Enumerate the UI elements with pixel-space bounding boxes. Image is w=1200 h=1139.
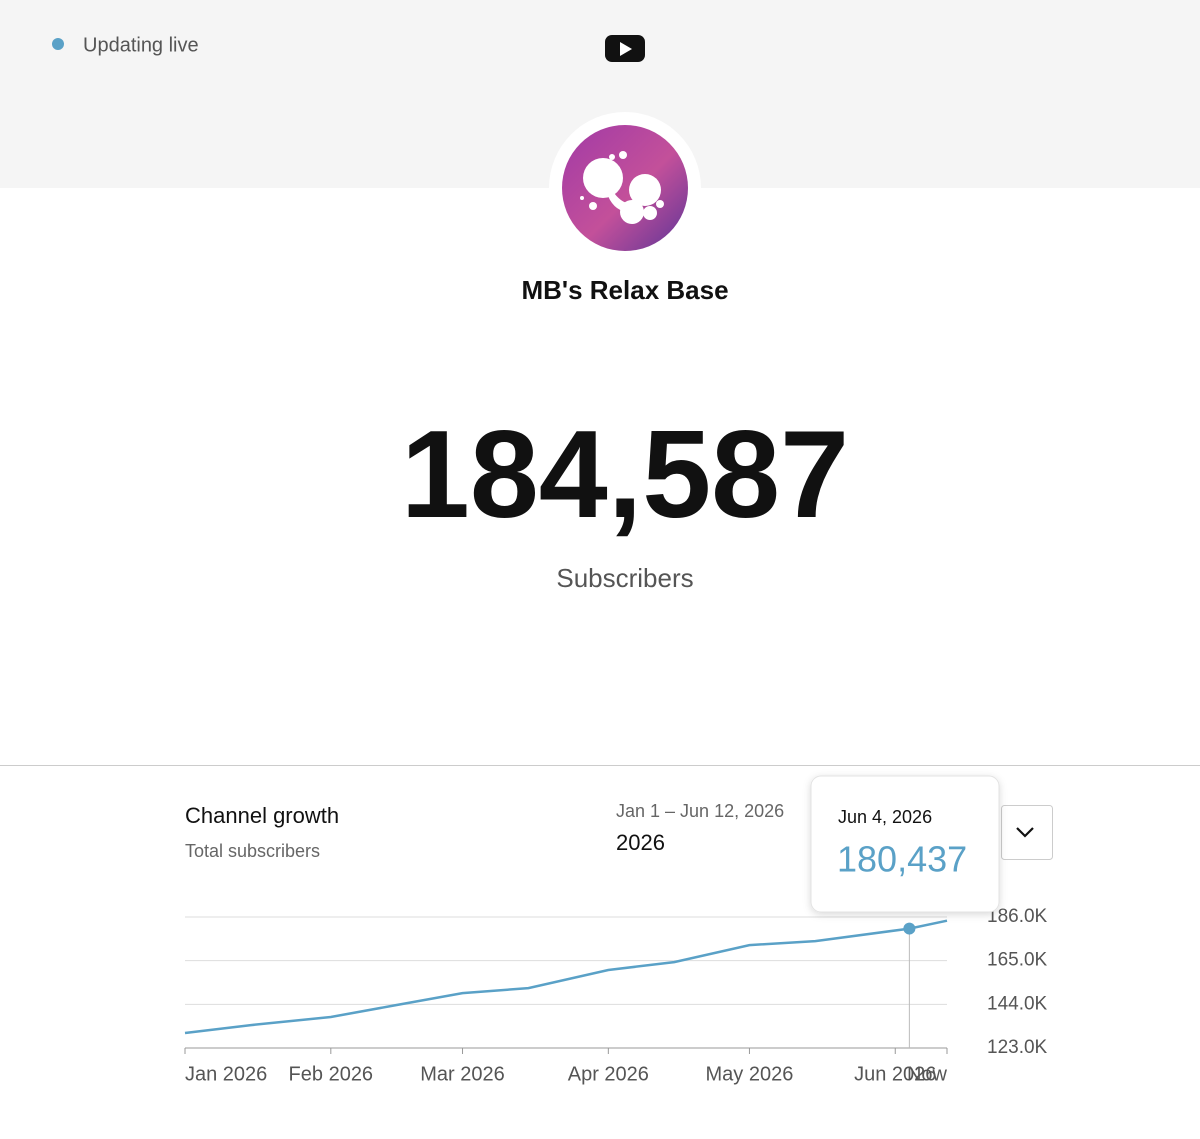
tooltip-date: Jun 4, 2026: [838, 807, 932, 827]
date-range: Jan 1 – Jun 12, 2026: [616, 801, 784, 821]
tooltip-value: 180,437: [837, 839, 967, 880]
youtube-icon[interactable]: [605, 35, 645, 62]
channel-name: MB's Relax Base: [521, 275, 728, 305]
x-tick-label: Now: [907, 1063, 948, 1085]
y-tick-label: 186.0K: [987, 906, 1048, 927]
y-tick-label: 144.0K: [987, 993, 1048, 1014]
tooltip: Jun 4, 2026 180,437: [810, 775, 1000, 913]
growth-subtitle: Total subscribers: [185, 841, 320, 861]
tooltip-box: [810, 775, 1000, 913]
x-tick-label: Jan 2026: [185, 1063, 267, 1085]
growth-title: Channel growth: [185, 803, 339, 828]
range-dropdown[interactable]: [1001, 805, 1053, 860]
live-dot: [52, 38, 64, 50]
subscriber-count: 184,587: [401, 406, 849, 544]
y-tick-label: 165.0K: [987, 950, 1048, 971]
x-tick-label: Feb 2026: [289, 1063, 374, 1085]
year: 2026: [616, 830, 665, 855]
hover-point: [903, 922, 916, 935]
subscriber-label: Subscribers: [556, 563, 693, 593]
growth-chart: 123.0K 144.0K 165.0K 186.0K Jan 2026 Feb 2026…: [184, 906, 1048, 1085]
x-tick-label: Apr 2026: [568, 1063, 649, 1085]
status-text: Updating live: [83, 34, 199, 56]
x-tick-label: Mar 2026: [420, 1063, 505, 1085]
avatar[interactable]: [562, 125, 688, 251]
x-tick-label: May 2026: [706, 1063, 794, 1085]
y-tick-label: 123.0K: [987, 1037, 1048, 1058]
growth-line: [184, 919, 948, 1035]
x-tick-label: Jun 2026: [854, 1063, 936, 1085]
